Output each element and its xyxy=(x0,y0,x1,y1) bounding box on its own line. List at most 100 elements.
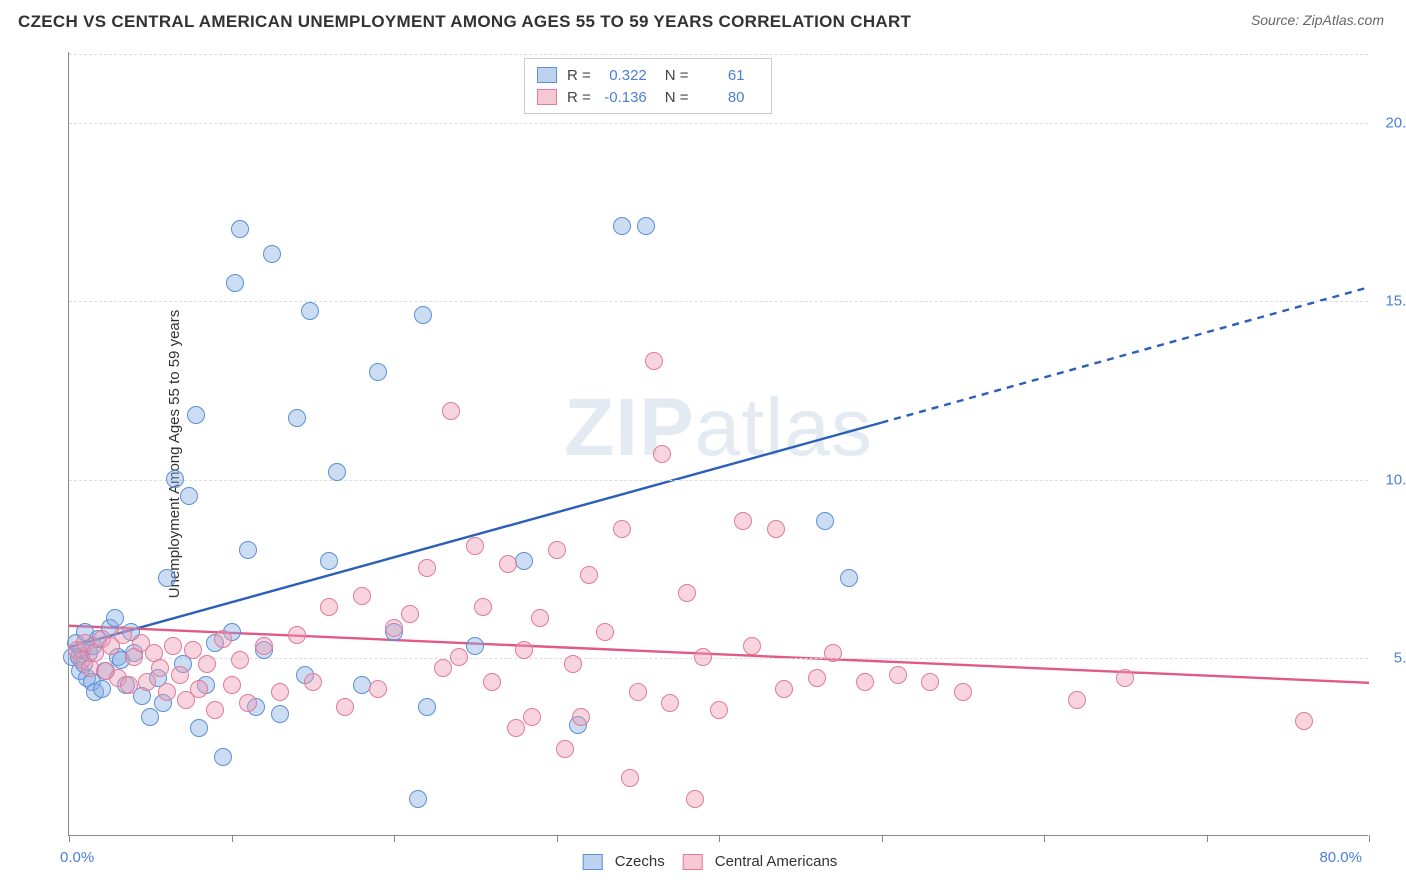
data-point-czechs xyxy=(180,487,198,505)
data-point-central_americans xyxy=(474,598,492,616)
x-tick xyxy=(1207,835,1208,842)
source-attribution: Source: ZipAtlas.com xyxy=(1251,12,1384,28)
data-point-czechs xyxy=(418,698,436,716)
series-legend: Czechs Central Americans xyxy=(583,853,838,870)
data-point-central_americans xyxy=(336,698,354,716)
legend-label-czechs: Czechs xyxy=(615,853,665,870)
legend-item-central-americans: Central Americans xyxy=(683,853,838,870)
x-axis-min-label: 0.0% xyxy=(60,849,94,866)
data-point-czechs xyxy=(239,541,257,559)
data-point-central_americans xyxy=(734,512,752,530)
source-prefix: Source: xyxy=(1251,12,1303,28)
x-tick xyxy=(1044,835,1045,842)
x-tick xyxy=(394,835,395,842)
data-point-czechs xyxy=(816,512,834,530)
r-value-central-americans: -0.136 xyxy=(595,89,647,106)
data-point-central_americans xyxy=(304,673,322,691)
data-point-central_americans xyxy=(271,683,289,701)
data-point-central_americans xyxy=(775,680,793,698)
gridline xyxy=(69,123,1368,124)
data-point-central_americans xyxy=(320,598,338,616)
data-point-central_americans xyxy=(288,626,306,644)
trend-line xyxy=(882,287,1370,422)
data-point-central_americans xyxy=(138,673,156,691)
data-point-central_americans xyxy=(531,609,549,627)
data-point-central_americans xyxy=(385,619,403,637)
gridline xyxy=(69,54,1368,55)
data-point-central_americans xyxy=(678,584,696,602)
data-point-central_americans xyxy=(556,740,574,758)
data-point-central_americans xyxy=(580,566,598,584)
data-point-central_americans xyxy=(954,683,972,701)
data-point-central_americans xyxy=(158,683,176,701)
data-point-central_americans xyxy=(434,659,452,677)
data-point-czechs xyxy=(840,569,858,587)
data-point-czechs xyxy=(328,463,346,481)
data-point-central_americans xyxy=(231,651,249,669)
data-point-central_americans xyxy=(921,673,939,691)
data-point-central_americans xyxy=(184,641,202,659)
data-point-central_americans xyxy=(198,655,216,673)
swatch-central-americans xyxy=(537,89,557,105)
legend-item-czechs: Czechs xyxy=(583,853,665,870)
data-point-central_americans xyxy=(523,708,541,726)
chart-area: Unemployment Among Ages 55 to 59 years Z… xyxy=(40,44,1380,864)
data-point-central_americans xyxy=(223,676,241,694)
data-point-czechs xyxy=(466,637,484,655)
data-point-central_americans xyxy=(889,666,907,684)
data-point-czechs xyxy=(409,790,427,808)
chart-title: CZECH VS CENTRAL AMERICAN UNEMPLOYMENT A… xyxy=(18,12,911,32)
y-tick-label: 15.0% xyxy=(1385,293,1406,310)
x-tick xyxy=(69,835,70,842)
y-tick-label: 10.0% xyxy=(1385,471,1406,488)
data-point-czechs xyxy=(320,552,338,570)
data-point-czechs xyxy=(93,680,111,698)
data-point-czechs xyxy=(214,748,232,766)
data-point-czechs xyxy=(353,676,371,694)
chart-container: CZECH VS CENTRAL AMERICAN UNEMPLOYMENT A… xyxy=(0,0,1406,892)
data-point-czechs xyxy=(515,552,533,570)
data-point-central_americans xyxy=(686,790,704,808)
r-value-czechs: 0.322 xyxy=(595,67,647,84)
data-point-central_americans xyxy=(710,701,728,719)
data-point-czechs xyxy=(288,409,306,427)
data-point-central_americans xyxy=(808,669,826,687)
data-point-czechs xyxy=(166,470,184,488)
data-point-czechs xyxy=(637,217,655,235)
data-point-central_americans xyxy=(743,637,761,655)
data-point-central_americans xyxy=(164,637,182,655)
data-point-central_americans xyxy=(564,655,582,673)
data-point-central_americans xyxy=(239,694,257,712)
data-point-central_americans xyxy=(515,641,533,659)
data-point-central_americans xyxy=(483,673,501,691)
x-tick xyxy=(719,835,720,842)
data-point-central_americans xyxy=(120,676,138,694)
r-label: R = xyxy=(567,89,591,106)
data-point-central_americans xyxy=(694,648,712,666)
swatch-czechs xyxy=(537,67,557,83)
data-point-central_americans xyxy=(1295,712,1313,730)
data-point-central_americans xyxy=(418,559,436,577)
x-tick xyxy=(1369,835,1370,842)
data-point-central_americans xyxy=(369,680,387,698)
data-point-czechs xyxy=(613,217,631,235)
data-point-central_americans xyxy=(572,708,590,726)
data-point-central_americans xyxy=(621,769,639,787)
data-point-central_americans xyxy=(653,445,671,463)
n-value-czechs: 61 xyxy=(693,67,745,84)
data-point-czechs xyxy=(369,363,387,381)
data-point-central_americans xyxy=(596,623,614,641)
data-point-czechs xyxy=(414,306,432,324)
data-point-czechs xyxy=(190,719,208,737)
n-value-central-americans: 80 xyxy=(693,89,745,106)
data-point-czechs xyxy=(106,609,124,627)
data-point-central_americans xyxy=(613,520,631,538)
data-point-central_americans xyxy=(353,587,371,605)
source-value: ZipAtlas.com xyxy=(1303,12,1384,28)
n-label: N = xyxy=(665,67,689,84)
y-tick-label: 20.0% xyxy=(1385,115,1406,132)
legend-label-central-americans: Central Americans xyxy=(715,853,838,870)
x-tick xyxy=(232,835,233,842)
legend-row-czechs: R = 0.322 N = 61 xyxy=(537,64,759,86)
correlation-legend: R = 0.322 N = 61 R = -0.136 N = 80 xyxy=(524,58,772,114)
